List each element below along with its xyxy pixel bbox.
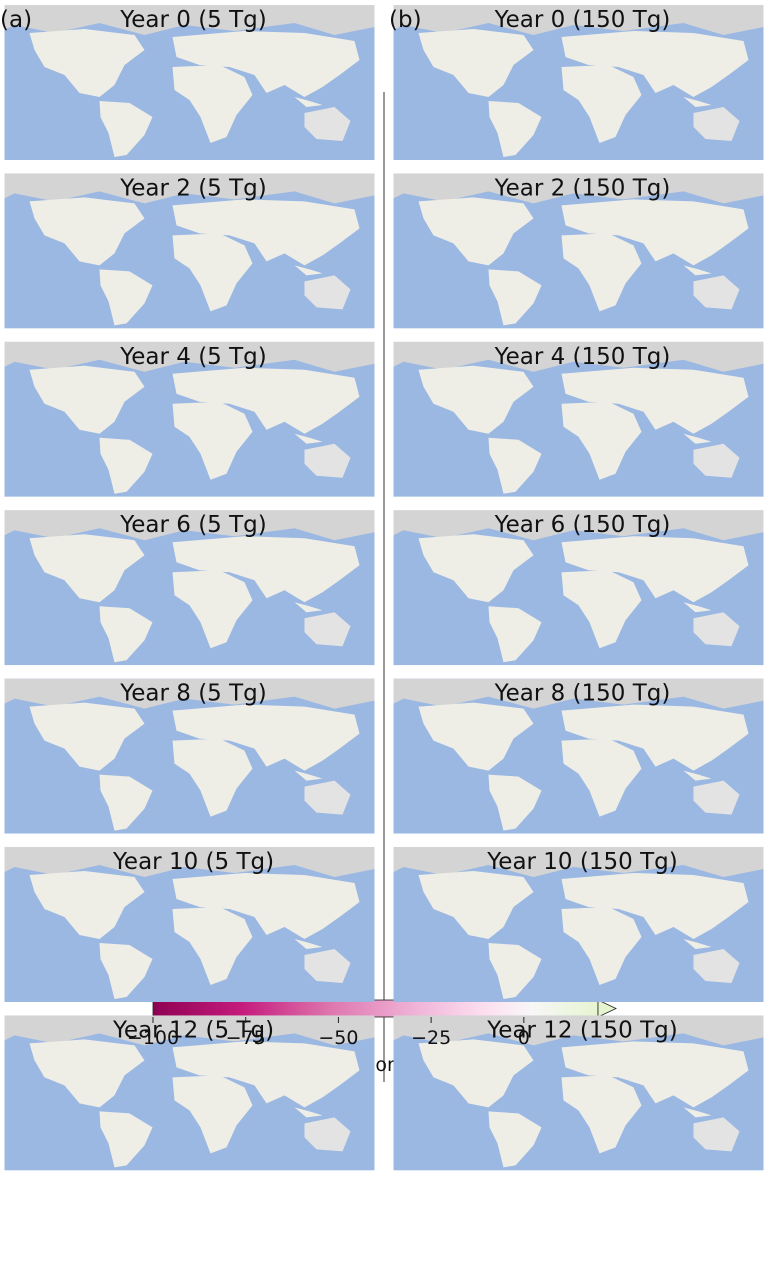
panel-title: Year 2 (5 Tg) (119, 175, 267, 201)
panel-label: (b) (389, 7, 422, 33)
panel-title: Year 4 (150 Tg) (494, 344, 671, 370)
panel-label: (a) (0, 7, 32, 33)
panel-title: Year 12 (150 Tg) (486, 1017, 677, 1043)
panel-title: Year 2 (150 Tg) (494, 175, 671, 201)
panel-title: Year 0 (5 Tg) (119, 7, 267, 33)
panel-title: Year 8 (150 Tg) (494, 681, 671, 707)
panel-title: Year 6 (5 Tg) (119, 512, 267, 538)
panel-title: Year 10 (5 Tg) (112, 849, 274, 875)
colorbar-tick-label: −25 (411, 1027, 451, 1049)
colorbar-tick-label: −75 (226, 1027, 266, 1049)
colorbar-tick-label: −100 (127, 1027, 179, 1049)
panel-title: Year 0 (150 Tg) (494, 7, 671, 33)
panel-title: Year 8 (5 Tg) (119, 681, 267, 707)
colorbar (152, 999, 599, 1018)
panel-title: Year 12 (5 Tg) (112, 1017, 274, 1043)
colorbar-tick-label: −50 (318, 1027, 358, 1049)
panel-title: Year 6 (150 Tg) (494, 512, 671, 538)
colorbar-tick-label: 0 (518, 1027, 530, 1049)
colorbar-extend (597, 999, 617, 1018)
panel-title: Year 10 (150 Tg) (486, 849, 677, 875)
panel-title: Year 4 (5 Tg) (119, 344, 267, 370)
